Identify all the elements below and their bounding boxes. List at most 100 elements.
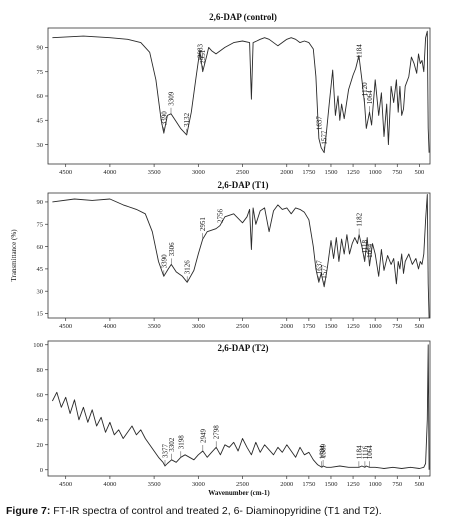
x-tick-label: 3500 bbox=[148, 169, 161, 176]
peak-label: 1184 bbox=[355, 44, 363, 58]
panel-title: 2,6-DAP (T1) bbox=[218, 180, 269, 190]
peak-label: 1637 bbox=[315, 116, 323, 131]
peak-label: 1182 bbox=[356, 212, 364, 226]
x-tick-label: 1750 bbox=[302, 169, 315, 176]
peak-label: 2756 bbox=[216, 209, 224, 224]
peak-label: 3309 bbox=[168, 91, 176, 106]
x-tick-label: 1750 bbox=[302, 481, 315, 488]
peak-label: 1064 bbox=[366, 445, 374, 460]
x-tick-label: 3500 bbox=[148, 323, 161, 330]
peak-label: 1120 bbox=[361, 82, 369, 96]
figure-caption: Figure 7: FT-IR spectra of control and t… bbox=[6, 505, 451, 517]
x-tick-label: 750 bbox=[392, 169, 402, 176]
peak-label: 1604 bbox=[318, 445, 326, 460]
x-tick-label: 4500 bbox=[59, 169, 72, 176]
peak-label: 1184 bbox=[355, 445, 363, 459]
y-tick-label: 30 bbox=[37, 288, 44, 295]
x-tick-label: 1500 bbox=[324, 481, 337, 488]
x-tick-label: 1500 bbox=[324, 169, 337, 176]
x-tick-label: 4000 bbox=[103, 481, 116, 488]
peak-label: 1637 bbox=[315, 260, 323, 275]
peak-label: 2983 bbox=[196, 44, 204, 59]
caption-label: Figure 7: bbox=[6, 505, 51, 517]
x-tick-label: 1500 bbox=[324, 323, 337, 330]
panel-title: 2,6-DAP (control) bbox=[209, 12, 277, 22]
peak-label: 3302 bbox=[168, 437, 176, 452]
peak-label: 2951 bbox=[199, 49, 207, 64]
x-tick-label: 1250 bbox=[347, 169, 360, 176]
spectrum-panel-1: 2,6-DAP (control) 4500 4000 3500 3000 2500 200… bbox=[37, 12, 431, 176]
caption-text: FT-IR spectra of control and treated 2, … bbox=[50, 505, 382, 517]
peak-label: 1118 bbox=[361, 239, 369, 253]
x-tick-label: 1750 bbox=[302, 323, 315, 330]
y-tick-label: 80 bbox=[37, 367, 44, 374]
x-tick-label: 4500 bbox=[59, 481, 72, 488]
y-tick-label: 45 bbox=[37, 117, 44, 124]
x-axis-label: Wavenumber (cm-1) bbox=[208, 489, 270, 497]
y-tick-label: 30 bbox=[37, 142, 44, 149]
spectrum-panel-2: 2,6-DAP (T1) 4500 4000 3500 3000 2500 2000 1750… bbox=[10, 180, 431, 330]
y-tick-label: 60 bbox=[37, 93, 44, 100]
x-tick-label: 3000 bbox=[192, 481, 205, 488]
peak-label: 3132 bbox=[183, 112, 191, 127]
x-tick-label: 3500 bbox=[148, 481, 161, 488]
panel-title: 2,6-DAP (T2) bbox=[218, 343, 269, 353]
y-tick-label: 75 bbox=[37, 221, 44, 228]
peak-label: 3390 bbox=[160, 111, 168, 126]
x-tick-label: 2000 bbox=[280, 323, 293, 330]
x-tick-label: 4500 bbox=[59, 323, 72, 330]
x-tick-label: 2500 bbox=[236, 323, 249, 330]
y-tick-label: 15 bbox=[37, 311, 44, 318]
peak-label: 3390 bbox=[160, 254, 168, 269]
plot-frame bbox=[47, 340, 431, 477]
spectrum-line bbox=[52, 30, 430, 154]
x-tick-label: 3000 bbox=[192, 169, 205, 176]
y-tick-label: 40 bbox=[37, 417, 44, 424]
x-tick-label: 1000 bbox=[369, 323, 382, 330]
peak-label: 2951 bbox=[199, 217, 207, 232]
peak-label: 1064 bbox=[366, 90, 374, 105]
peak-label: 2949 bbox=[199, 429, 207, 444]
y-tick-label: 45 bbox=[37, 266, 44, 273]
plot-frame bbox=[47, 192, 431, 319]
x-tick-label: 1250 bbox=[347, 323, 360, 330]
y-tick-label: 75 bbox=[37, 69, 44, 76]
peak-label: 1116 bbox=[361, 445, 369, 459]
x-tick-label: 1000 bbox=[369, 481, 382, 488]
peak-label: 1064 bbox=[366, 243, 374, 258]
x-tick-label: 750 bbox=[392, 481, 402, 488]
y-tick-label: 60 bbox=[37, 244, 44, 251]
peak-label: 3126 bbox=[184, 260, 192, 275]
y-tick-label: 90 bbox=[37, 45, 44, 52]
x-tick-label: 500 bbox=[415, 323, 425, 330]
x-tick-label: 2000 bbox=[280, 169, 293, 176]
y-tick-label: 100 bbox=[33, 342, 43, 349]
x-tick-label: 4000 bbox=[103, 169, 116, 176]
x-tick-label: 500 bbox=[415, 169, 425, 176]
peak-label: 2798 bbox=[213, 425, 221, 440]
y-tick-label: 90 bbox=[37, 199, 44, 206]
spectrum-line bbox=[52, 194, 430, 319]
x-tick-label: 2500 bbox=[236, 481, 249, 488]
x-tick-label: 4000 bbox=[103, 323, 116, 330]
y-tick-label: 60 bbox=[37, 392, 44, 399]
peak-label: 1577 bbox=[321, 130, 329, 145]
x-tick-label: 1000 bbox=[369, 169, 382, 176]
x-tick-label: 500 bbox=[415, 481, 425, 488]
peak-label: 3198 bbox=[177, 435, 185, 450]
x-tick-label: 2500 bbox=[236, 169, 249, 176]
y-tick-label: 20 bbox=[37, 442, 44, 449]
y-axis-label: Transmittance (%) bbox=[10, 229, 18, 282]
peak-label: 1589 bbox=[320, 444, 328, 459]
x-tick-label: 3000 bbox=[192, 323, 205, 330]
peak-label: 3377 bbox=[161, 444, 169, 459]
x-tick-label: 2000 bbox=[280, 481, 293, 488]
spectrum-line bbox=[51, 344, 430, 470]
peak-label: 1577 bbox=[321, 264, 329, 279]
peak-label: 3306 bbox=[168, 242, 176, 257]
y-tick-label: 0 bbox=[40, 467, 43, 474]
spectrum-panel-3: 2,6-DAP (T2) 4500 4000 3500 3000 2500 2000 1750… bbox=[33, 340, 431, 497]
x-tick-label: 1250 bbox=[347, 481, 360, 488]
x-tick-label: 750 bbox=[392, 323, 402, 330]
